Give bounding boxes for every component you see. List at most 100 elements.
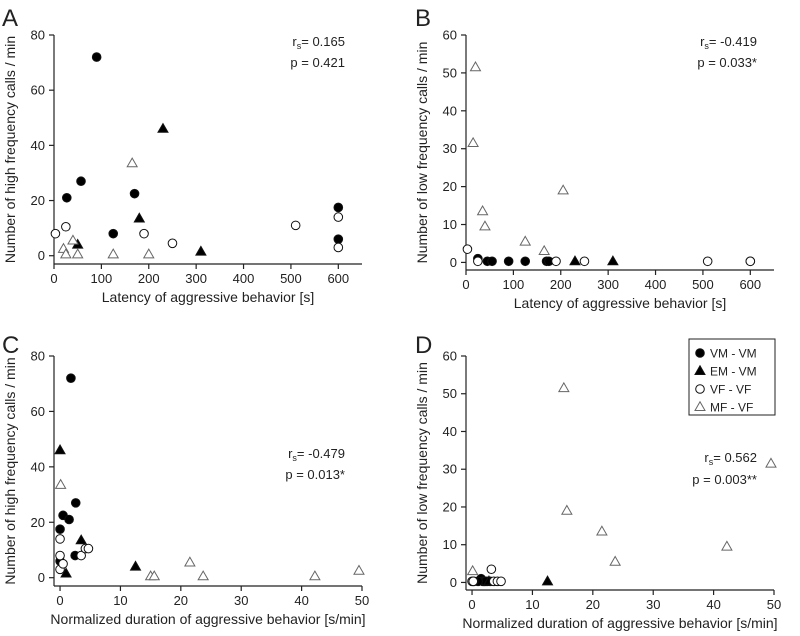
- point: [333, 242, 344, 253]
- point: [139, 228, 149, 239]
- x-tick-label: 500: [280, 271, 302, 286]
- point: [129, 560, 142, 571]
- point: [333, 212, 344, 222]
- point: [702, 256, 713, 267]
- legend: VM - VM EM - VM VF - VF MF - VF: [688, 338, 776, 416]
- point: [50, 228, 61, 239]
- rs-annotation: rs= 0.562: [704, 450, 757, 467]
- point: [148, 570, 161, 581]
- x-tick-label: 20: [586, 597, 600, 612]
- y-axis-label: Number of high frequency calls / min: [2, 36, 18, 263]
- point: [55, 524, 65, 534]
- panel-letter: B: [415, 5, 431, 32]
- y-tick-label: 80: [31, 28, 45, 43]
- point: [61, 192, 72, 203]
- legend-marker: [694, 364, 706, 375]
- y-tick-label: 20: [31, 193, 45, 208]
- legend-label: VF - VF: [710, 383, 751, 397]
- x-axis-label: Latency of aggressive behavior [s]: [514, 295, 726, 311]
- point: [538, 244, 551, 256]
- point: [487, 256, 497, 267]
- point: [54, 444, 66, 455]
- point: [167, 238, 178, 249]
- point: [54, 478, 67, 489]
- point: [107, 248, 120, 259]
- rs-annotation: rs= 0.165: [292, 34, 345, 51]
- point: [157, 122, 169, 133]
- point: [60, 567, 72, 578]
- point: [83, 543, 94, 554]
- x-tick-label: 400: [233, 271, 255, 286]
- y-tick-label: 20: [31, 515, 45, 530]
- p-annotation: p = 0.013*: [285, 467, 345, 482]
- y-tick-label: 80: [31, 349, 45, 364]
- point: [129, 188, 140, 199]
- x-tick-label: 600: [327, 271, 349, 286]
- x-tick-label: 400: [645, 277, 667, 292]
- x-tick-label: 40: [706, 597, 720, 612]
- x-tick-label: 10: [113, 593, 127, 608]
- y-tick-label: 30: [443, 141, 457, 156]
- y-tick-label: 40: [443, 424, 457, 439]
- x-axis-label: Latency of aggressive behavior [s]: [102, 289, 314, 305]
- panel-a: A 0 100 200 300 400 500 600 0 20 40 60 80 Latency of …: [2, 5, 362, 305]
- legend-label: VM - VM: [710, 347, 757, 361]
- point: [55, 534, 65, 544]
- point: [496, 576, 506, 587]
- point: [557, 381, 570, 393]
- x-tick-label: 0: [468, 597, 475, 612]
- y-axis-label: Number of low frequency calls / min: [414, 42, 430, 264]
- y-tick-label: 50: [443, 386, 457, 401]
- x-tick-label: 20: [174, 593, 188, 608]
- point: [58, 559, 68, 569]
- point: [55, 550, 65, 561]
- y-tick-label: 60: [31, 404, 45, 419]
- point: [609, 555, 622, 566]
- rs-annotation: rs= -0.419: [700, 34, 757, 51]
- point: [108, 228, 119, 239]
- x-tick-label: 200: [550, 277, 572, 292]
- x-tick-label: 200: [138, 271, 160, 286]
- legend-label: MF - VF: [710, 401, 753, 415]
- point: [76, 550, 86, 561]
- point: [557, 184, 570, 195]
- x-tick-label: 30: [646, 597, 660, 612]
- point: [479, 220, 491, 231]
- y-tick-label: 0: [450, 575, 457, 590]
- point: [486, 564, 497, 575]
- point: [75, 534, 88, 545]
- x-tick-label: 100: [503, 277, 525, 292]
- legend-marker: [694, 400, 706, 411]
- point: [333, 234, 344, 244]
- y-axis-label: Number of high frequency calls / min: [2, 357, 18, 584]
- point: [467, 136, 479, 148]
- point: [607, 255, 619, 266]
- point: [765, 457, 777, 468]
- point: [309, 570, 321, 581]
- point: [142, 248, 155, 259]
- y-tick-label: 10: [443, 217, 457, 232]
- p-annotation: p = 0.421: [290, 55, 345, 70]
- point: [353, 564, 365, 575]
- legend-label: EM - VM: [710, 365, 757, 379]
- point: [290, 220, 301, 231]
- x-tick-label: 500: [692, 277, 714, 292]
- y-tick-label: 0: [450, 255, 457, 270]
- panel-b: B 0 100 200 300 400 500 600 0 10 20 30 40 50 60 Latency…: [414, 5, 774, 311]
- x-tick-label: 100: [91, 271, 113, 286]
- point: [126, 157, 139, 168]
- point: [66, 373, 76, 383]
- y-axis-label: Number of low frequency calls / min: [414, 362, 430, 584]
- legend-marker: [695, 384, 705, 394]
- y-tick-label: 20: [443, 499, 457, 514]
- point: [67, 234, 79, 245]
- y-tick-label: 0: [38, 570, 45, 585]
- point: [59, 248, 72, 259]
- point: [569, 255, 581, 266]
- point: [466, 564, 479, 576]
- x-tick-label: 0: [56, 593, 63, 608]
- x-axis-label: Normalized duration of aggressive behavi…: [50, 611, 365, 627]
- point: [745, 256, 756, 267]
- x-tick-label: 0: [462, 277, 469, 292]
